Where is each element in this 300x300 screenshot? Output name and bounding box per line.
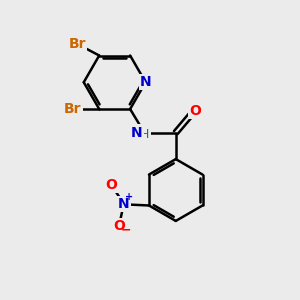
Text: +: + xyxy=(125,192,133,202)
Text: N: N xyxy=(131,126,142,140)
Text: Br: Br xyxy=(64,102,82,116)
Text: Br: Br xyxy=(68,37,86,51)
Text: O: O xyxy=(105,178,117,192)
Text: H: H xyxy=(140,128,149,141)
Text: O: O xyxy=(114,219,125,233)
Text: N: N xyxy=(118,197,130,211)
Text: O: O xyxy=(189,103,201,118)
Text: −: − xyxy=(121,223,131,236)
Text: N: N xyxy=(140,75,152,89)
